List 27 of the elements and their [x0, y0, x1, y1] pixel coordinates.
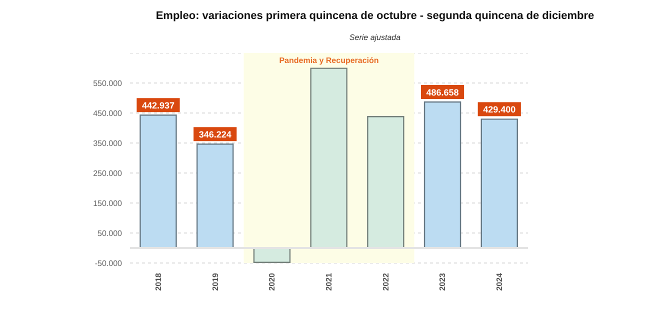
data-label: 429.400: [483, 104, 516, 115]
data-label: 486.658: [426, 88, 459, 98]
y-tick-label: 50.000: [98, 228, 123, 238]
y-tick-label: 150.000: [93, 198, 123, 208]
bar: [140, 114, 177, 249]
y-tick-label: 550.000: [93, 78, 123, 88]
chart-title: Empleo: variaciones primera quincena de octubre - segunda quincena de diciembre: [154, 10, 596, 22]
x-tick-label: 2018: [154, 272, 163, 291]
data-label: 346.224: [198, 130, 232, 140]
data-label: 442.937: [142, 100, 175, 111]
y-tick-label: -50.000: [94, 258, 123, 268]
y-tick-label: 250.000: [93, 168, 123, 178]
x-tick-label: 2024: [495, 272, 504, 291]
x-tick-label: 2020: [268, 272, 277, 291]
y-tick-label: 350.000: [93, 138, 123, 148]
x-tick-label: 2022: [381, 272, 390, 291]
bar: [367, 116, 404, 249]
bar: [310, 68, 348, 249]
bar: [196, 144, 234, 249]
x-tick-label: 2023: [438, 272, 448, 291]
bar: [424, 101, 462, 249]
x-tick-label: 2021: [324, 272, 334, 291]
chart-subtitle: Serie ajustada: [348, 33, 402, 42]
band-label: Pandemia y Recuperación: [279, 56, 379, 65]
bar: [480, 118, 518, 249]
x-tick-label: 2019: [210, 272, 220, 291]
y-tick-label: 450.000: [93, 108, 123, 118]
